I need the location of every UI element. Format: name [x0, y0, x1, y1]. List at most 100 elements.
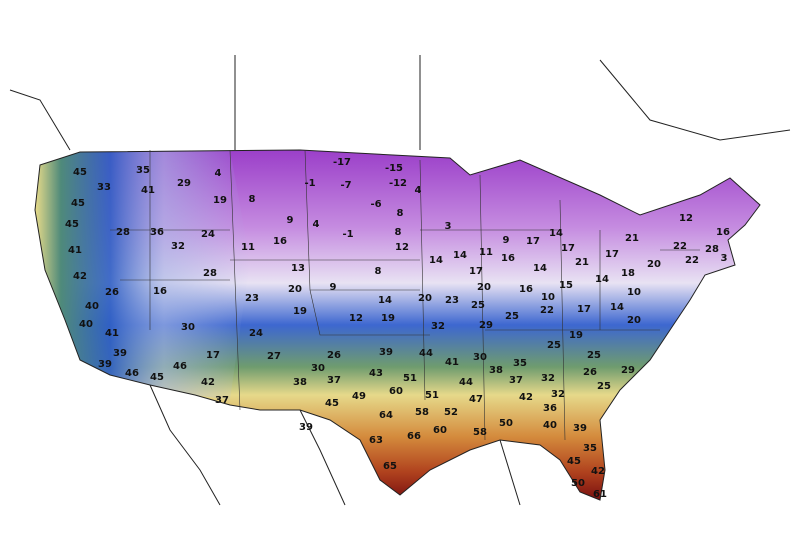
temperature-label: 16 [273, 236, 287, 247]
temperature-label: 37 [327, 375, 341, 386]
temperature-label: 41 [68, 245, 82, 256]
temperature-label: 45 [567, 456, 581, 467]
temperature-label: 22 [540, 305, 554, 316]
temperature-label: 4 [415, 185, 422, 196]
temperature-label: 16 [501, 253, 515, 264]
temperature-label: 19 [381, 313, 395, 324]
temperature-label: 60 [389, 386, 403, 397]
temperature-label: 24 [201, 229, 215, 240]
temperature-label: 33 [97, 182, 111, 193]
temperature-label: 41 [445, 357, 459, 368]
temperature-label: 66 [407, 431, 421, 442]
temperature-label: -12 [389, 178, 407, 189]
temperature-label: 35 [513, 358, 527, 369]
temperature-label: 20 [627, 315, 641, 326]
temperature-label: 25 [471, 300, 485, 311]
temperature-label: 51 [403, 373, 417, 384]
temperature-label: 32 [171, 241, 185, 252]
temperature-label: 26 [105, 287, 119, 298]
temperature-label: 20 [418, 293, 432, 304]
temperature-label: 25 [547, 340, 561, 351]
temperature-label: 45 [65, 219, 79, 230]
temperature-label: 42 [519, 392, 533, 403]
temperature-label: 40 [543, 420, 557, 431]
temperature-label: 25 [505, 311, 519, 322]
temperature-label: 27 [267, 351, 281, 362]
temperature-label: 14 [378, 295, 392, 306]
temperature-label: 50 [571, 478, 585, 489]
temperature-label: 14 [610, 302, 624, 313]
temperature-label: 39 [379, 347, 393, 358]
temperature-label: 14 [595, 274, 609, 285]
temperature-label: -17 [333, 157, 351, 168]
temperature-label: 16 [716, 227, 730, 238]
temperature-label: 17 [561, 243, 575, 254]
temperature-label: 49 [352, 391, 366, 402]
temperature-label: 17 [605, 249, 619, 260]
temperature-label: 32 [551, 389, 565, 400]
temperature-label: 41 [105, 328, 119, 339]
temperature-label: 19 [569, 330, 583, 341]
temperature-label: 40 [79, 319, 93, 330]
west-shading [35, 150, 250, 400]
temperature-label: 10 [541, 292, 555, 303]
temperature-label: 44 [419, 348, 433, 359]
temperature-label: 38 [489, 365, 503, 376]
temperature-label: 45 [71, 198, 85, 209]
temperature-label: 28 [705, 244, 719, 255]
temperature-label: -15 [385, 163, 403, 174]
temperature-label: 8 [249, 194, 256, 205]
temperature-label: 42 [73, 271, 87, 282]
temperature-label: -6 [370, 199, 381, 210]
temperature-label: 14 [533, 263, 547, 274]
temperature-label: 21 [625, 233, 639, 244]
temperature-label: 19 [213, 195, 227, 206]
temperature-label: 18 [621, 268, 635, 279]
temperature-label: 39 [98, 359, 112, 370]
temperature-label: 28 [116, 227, 130, 238]
temperature-label: 39 [573, 423, 587, 434]
temperature-label: 13 [291, 263, 305, 274]
temperature-label: 45 [150, 372, 164, 383]
temperature-label: 20 [647, 259, 661, 270]
temperature-label: -7 [340, 180, 351, 191]
temperature-label: 45 [73, 167, 87, 178]
temperature-label: 17 [577, 304, 591, 315]
state-borders [110, 149, 700, 441]
temperature-label: 25 [587, 350, 601, 361]
temperature-label: 38 [293, 377, 307, 388]
temperature-label: 29 [177, 178, 191, 189]
temperature-label: 17 [206, 350, 220, 361]
temperature-label: 4 [215, 168, 222, 179]
temperature-label: 32 [431, 321, 445, 332]
temperature-label: 44 [459, 377, 473, 388]
temperature-label: 4 [313, 219, 320, 230]
temperature-label: 8 [375, 266, 382, 277]
temperature-label: 29 [479, 320, 493, 331]
temperature-label: 37 [215, 395, 229, 406]
temperature-label: 23 [445, 295, 459, 306]
temperature-label: 15 [559, 280, 573, 291]
temperature-label: 11 [479, 247, 493, 258]
temperature-label: 20 [477, 282, 491, 293]
temperature-label: 10 [627, 287, 641, 298]
temperature-label: 11 [241, 242, 255, 253]
temperature-label: 30 [181, 322, 195, 333]
temperature-label: 46 [125, 368, 139, 379]
temperature-label: 43 [369, 368, 383, 379]
temperature-label: 17 [526, 236, 540, 247]
temperature-label: 12 [395, 242, 409, 253]
temperature-label: 64 [379, 410, 393, 421]
temperature-label: 16 [519, 284, 533, 295]
temperature-label: 26 [583, 367, 597, 378]
temperature-label: 41 [141, 185, 155, 196]
temperature-label: 29 [621, 365, 635, 376]
temperature-label: 52 [444, 407, 458, 418]
temperature-label: 51 [425, 390, 439, 401]
temperature-label: 63 [369, 435, 383, 446]
temperature-label: 65 [383, 461, 397, 472]
temperature-label: 58 [415, 407, 429, 418]
temperature-label: 21 [575, 257, 589, 268]
temperature-label: 26 [327, 350, 341, 361]
